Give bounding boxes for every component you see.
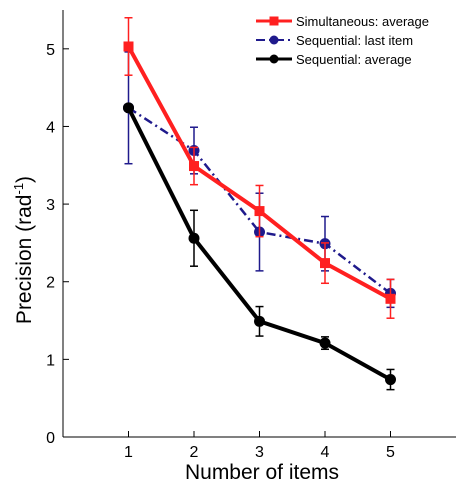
data-marker-circle (385, 374, 396, 386)
data-marker-square (254, 206, 265, 217)
data-marker-square (320, 258, 330, 269)
x-tick-label: 1 (124, 444, 133, 461)
y-tick-label: 5 (46, 42, 55, 59)
legend-item: Sequential: last item (256, 33, 413, 48)
legend: Simultaneous: average Sequential: last it… (256, 14, 429, 67)
x-tick-label: 5 (386, 444, 395, 461)
y-axis-title: Precision (rad-1) (11, 176, 36, 324)
series-layer (123, 17, 396, 391)
series-sequential-average (123, 102, 396, 391)
data-marker-circle (254, 315, 265, 327)
data-marker-square (189, 161, 199, 172)
data-marker-square (123, 41, 134, 52)
data-marker-circle (269, 54, 279, 64)
y-tick-label: 4 (46, 119, 55, 136)
legend-item: Simultaneous: average (256, 14, 429, 29)
legend-item: Sequential: average (256, 52, 412, 67)
x-tick-label: 4 (321, 444, 330, 461)
data-marker-circle (319, 337, 331, 349)
y-tick-label: 2 (46, 275, 55, 292)
y-tick-label: 3 (46, 197, 55, 214)
x-tick-label: 3 (255, 444, 264, 461)
legend-label: Sequential: last item (296, 33, 413, 48)
x-axis-title: Number of items (185, 461, 339, 484)
y-tick-label: 1 (46, 352, 55, 369)
series-simultaneous-average (123, 17, 396, 319)
data-marker-circle (188, 232, 200, 244)
legend-label: Simultaneous: average (296, 14, 429, 29)
data-marker-square (269, 16, 279, 26)
plot-axes: 0 1 2 3 4 5 1 2 3 4 5 (46, 10, 456, 461)
y-axis-title-base: Precision (rad (13, 195, 36, 325)
y-axis-title-end: ) (13, 176, 36, 183)
y-tick-label: 0 (46, 430, 55, 447)
data-marker-circle (269, 35, 279, 45)
data-marker-square (385, 293, 396, 304)
legend-label: Sequential: average (296, 52, 412, 67)
data-marker-circle (123, 102, 134, 114)
x-tick-label: 2 (190, 444, 199, 461)
y-axis-title-sup: -1 (11, 183, 26, 195)
series-line (127, 106, 392, 295)
